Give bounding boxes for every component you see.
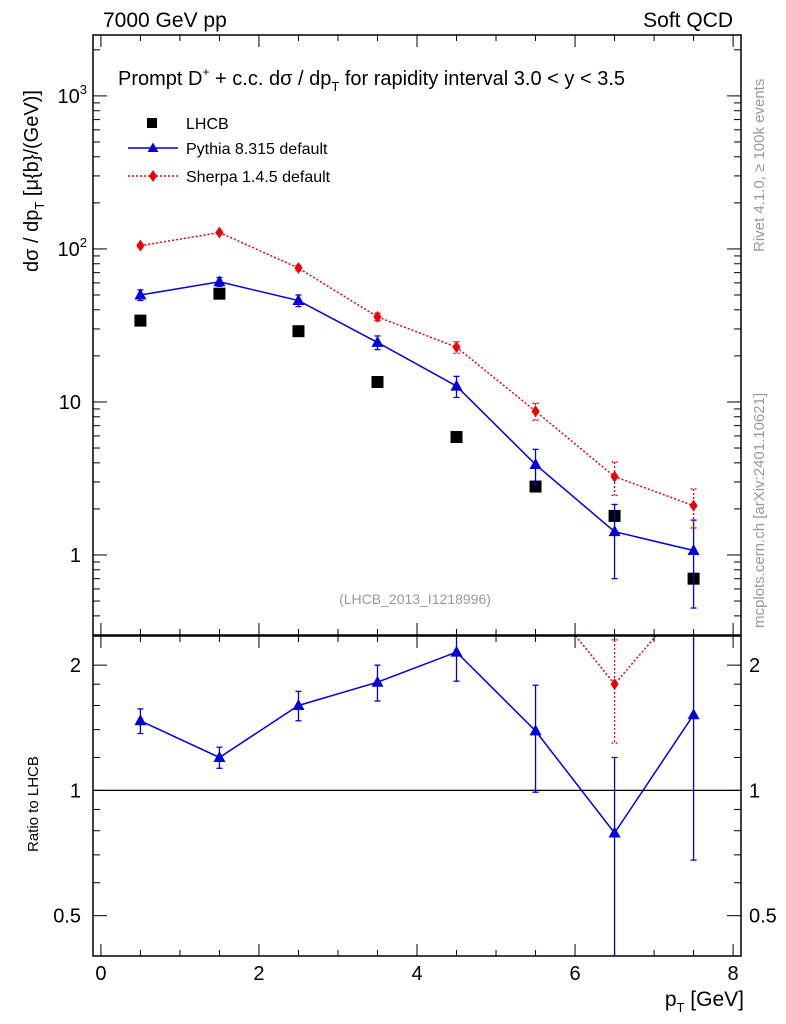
ratio-pythia-point	[450, 645, 463, 657]
ratio-y-tick-label-left: 1	[70, 780, 81, 802]
legend-label-pythia: Pythia 8.315 default	[186, 141, 328, 158]
legend: LHCB Pythia 8.315 default Sherpa 1.4.5 d…	[128, 116, 331, 186]
process-label: Soft QCD	[643, 9, 733, 32]
x-label-sub: T	[677, 1000, 685, 1015]
sherpa-line	[140, 231, 694, 507]
x-tick-label: 0	[95, 963, 106, 985]
ratio-pythia-point	[529, 724, 542, 736]
ratio-pythia-point	[608, 826, 621, 838]
y-tick-label: 10	[59, 392, 81, 414]
pythia-point	[213, 275, 226, 287]
ratio-pythia-point	[292, 698, 305, 710]
main-title-suffix: for rapidity interval 3.0 < y < 3.5	[339, 68, 625, 90]
ratio-x-tick-labels: 0 2 4 6 8	[95, 963, 738, 985]
sherpa-point	[689, 499, 698, 512]
pythia-point	[450, 379, 463, 391]
x-label-suffix: [GeV]	[684, 988, 744, 1011]
legend-marker-sherpa	[149, 170, 157, 182]
main-axis-ticks	[93, 35, 741, 636]
y-tick-label: 103	[58, 82, 87, 108]
main-title-sub: T	[331, 79, 339, 94]
analysis-label: (LHCB_2013_I1218996)	[339, 591, 491, 607]
sherpa-point	[452, 341, 461, 354]
main-title-charge: +	[202, 65, 209, 79]
sherpa-point	[610, 470, 619, 483]
side-label-bottom: mcplots.cern.ch [arXiv:2401.10621]	[751, 393, 768, 628]
legend-marker-pythia	[147, 142, 159, 152]
sherpa-point	[294, 262, 303, 275]
ratio-y-tick-label-left: 0.5	[53, 906, 81, 928]
legend-label-lhcb: LHCB	[186, 116, 229, 133]
ratio-series	[93, 580, 741, 956]
main-title-middle: + c.c. dσ / dp	[209, 68, 331, 90]
pythia-point	[134, 288, 147, 300]
lhcb-point	[371, 376, 384, 389]
x-tick-label: 6	[569, 963, 580, 985]
side-label-top: Rivet 4.1.0, ≥ 100k events	[751, 79, 768, 252]
sherpa-point	[215, 226, 224, 239]
ratio-pythia-point	[687, 708, 700, 720]
sherpa-point	[373, 310, 382, 323]
ratio-pythia-line	[140, 651, 695, 835]
ratio-pythia-point	[371, 675, 384, 687]
pythia-point	[529, 458, 542, 470]
ratio-sherpa-point	[532, 580, 540, 592]
ratio-y-axis-label: Ratio to LHCB	[25, 756, 42, 852]
x-tick-label: 2	[253, 963, 264, 985]
lhcb-point	[529, 480, 542, 493]
main-series	[134, 226, 700, 609]
ratio-pythia-point	[213, 750, 226, 762]
main-y-label-prefix: dσ / dp	[21, 210, 43, 272]
main-y-tick-labels: 1 10 102 103	[58, 82, 87, 567]
sherpa-point	[136, 239, 145, 252]
x-label-prefix: p	[665, 988, 677, 1011]
ratio-y-tick-label-left: 2	[70, 655, 81, 677]
main-y-label-suffix: [μ{b}/(GeV)]	[21, 90, 43, 202]
ratio-panel-frame	[92, 635, 742, 957]
pythia-line	[140, 281, 694, 552]
ratio-y-tick-label-right: 0.5	[749, 906, 777, 928]
y-tick-label: 1	[70, 545, 81, 567]
lhcb-point	[450, 431, 463, 444]
pythia-point	[292, 294, 305, 306]
ratio-y-tick-labels: 0.5 0.5 1 1 2 2	[53, 655, 777, 928]
x-tick-label: 8	[728, 963, 739, 985]
pythia-point	[687, 543, 700, 555]
pythia-point	[608, 525, 621, 537]
lhcb-point	[292, 325, 305, 338]
y-tick-label: 102	[58, 235, 87, 261]
ratio-panel: 0.5 0.5 1 1 2 2 0 2 4 6 8 Ratio to LHCB pT [GeV]	[25, 580, 777, 1015]
ratio-sherpa-point	[610, 678, 619, 691]
x-axis-label: pT [GeV]	[665, 988, 744, 1015]
energy-label: 7000 GeV pp	[103, 9, 227, 32]
legend-marker-lhcb	[147, 118, 157, 128]
sherpa-point	[531, 405, 540, 418]
main-y-label-sub: T	[32, 202, 47, 210]
lhcb-point	[134, 314, 147, 327]
ratio-axis-ticks	[93, 636, 741, 957]
legend-label-sherpa: Sherpa 1.4.5 default	[186, 169, 331, 186]
ratio-y-tick-label-right: 1	[749, 780, 760, 802]
main-y-axis-label: dσ / dpT [μ{b}/(GeV)]	[21, 90, 47, 272]
ratio-y-tick-label-right: 2	[749, 655, 760, 677]
ratio-pythia-point	[134, 714, 147, 726]
main-panel-frame	[92, 34, 742, 636]
main-title: Prompt D+ + c.c. dσ / dpT for rapidity i…	[118, 65, 625, 94]
main-title-prefix: Prompt D	[118, 68, 202, 90]
pythia-point	[371, 335, 384, 347]
lhcb-point	[213, 287, 226, 300]
x-tick-label: 4	[411, 963, 422, 985]
